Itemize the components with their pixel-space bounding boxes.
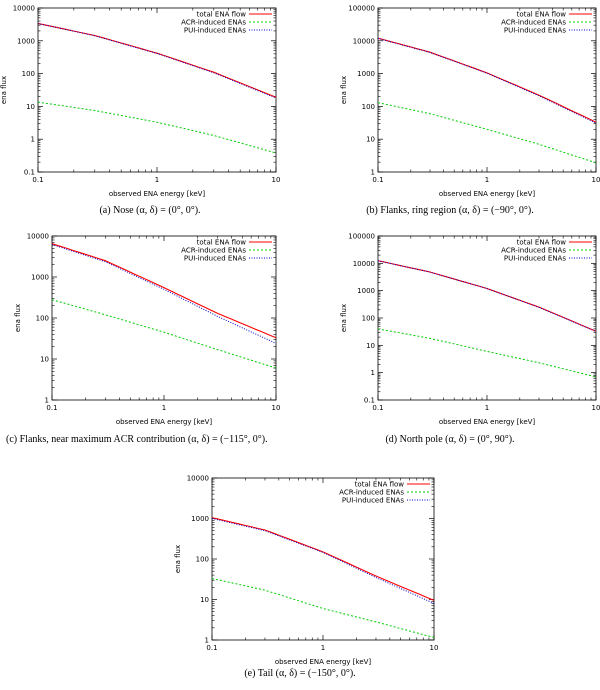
x-tick-label: 10 <box>592 176 600 184</box>
y-tick-label: 10000 <box>27 233 49 241</box>
series-line-total <box>211 517 435 601</box>
x-tick-label: 0.1 <box>32 176 43 184</box>
series-line-acr <box>377 102 597 164</box>
series-line-acr <box>51 299 277 369</box>
y-tick-label: 10 <box>366 342 375 350</box>
x-tick-label: 0.1 <box>206 644 217 652</box>
y-tick-label: 10000 <box>13 5 35 13</box>
chart-d-svg: 0.1 1 10 0.1 1 10 100 1000 10000 100000 observed E… <box>340 233 600 427</box>
series-line-total <box>51 243 277 339</box>
legend-label-pui: PUI-induced ENAs <box>184 27 246 35</box>
caption-a: (a) Nose (α, δ) = (0°, 0°). <box>99 205 201 216</box>
x-tick-label: 10 <box>272 176 281 184</box>
x-tick-label: 1 <box>485 176 489 184</box>
x-axis-label: observed ENA energy [keV] <box>116 418 213 426</box>
caption-e: (e) Tail (α, δ) = (−150°, 0°). <box>244 668 356 679</box>
series-line-pui <box>37 23 277 99</box>
x-tick-label: 0.1 <box>46 404 57 412</box>
y-axis-label: ena flux <box>0 76 8 104</box>
y-axis-label: ena flux <box>174 545 182 573</box>
x-tick-label: 1 <box>321 644 325 652</box>
y-tick-label: 1 <box>205 637 209 645</box>
y-tick-label: 100 <box>362 103 375 111</box>
series-line-pui <box>51 244 277 344</box>
legend-label-acr: ACR-induced ENAs <box>181 19 246 27</box>
chart-panel-c: 0.1 1 10 1 10 100 1000 10000 observed ENA energy… <box>0 228 300 463</box>
legend-label-pui: PUI-induced ENAs <box>342 497 404 505</box>
y-tick-label: 0.1 <box>364 397 375 405</box>
x-tick-label: 1 <box>485 404 489 412</box>
series-line-acr <box>377 328 597 378</box>
x-tick-label: 1 <box>155 176 159 184</box>
y-tick-label: 100000 <box>348 233 375 241</box>
x-tick-label: 0.1 <box>372 404 383 412</box>
chart-panel-b: 0.1 1 10 1 10 100 1000 10000 100000 observed ENA … <box>300 0 600 225</box>
legend-label-total: total ENA flow <box>355 481 405 489</box>
legend-label-acr: ACR-induced ENAs <box>181 247 246 255</box>
legend-label-total: total ENA flow <box>197 239 247 247</box>
x-tick-label: 10 <box>592 404 600 412</box>
y-tick-label: 100 <box>22 70 35 78</box>
y-axis-label: ena flux <box>340 76 348 104</box>
y-tick-label: 10000 <box>353 37 375 45</box>
legend-label-total: total ENA flow <box>517 239 567 247</box>
y-tick-label: 100 <box>36 315 49 323</box>
y-tick-label: 100 <box>196 556 209 564</box>
legend-label-acr: ACR-induced ENAs <box>501 247 566 255</box>
caption-c: (c) Flanks, near maximum ACR contributio… <box>6 434 268 445</box>
legend-label-total: total ENA flow <box>197 11 247 19</box>
y-tick-label: 100 <box>362 315 375 323</box>
legend-label-acr: ACR-induced ENAs <box>501 19 566 27</box>
y-tick-label: 0.1 <box>24 169 35 177</box>
x-tick-label: 0.1 <box>372 176 383 184</box>
y-tick-label: 1000 <box>17 37 35 45</box>
legend-label-total: total ENA flow <box>517 11 567 19</box>
y-axis-label: ena flux <box>340 304 348 332</box>
x-tick-label: 10 <box>272 404 281 412</box>
y-tick-label: 10000 <box>187 475 209 483</box>
series-line-acr <box>37 101 277 154</box>
legend-label-pui: PUI-induced ENAs <box>504 255 566 263</box>
y-tick-label: 1 <box>31 136 35 144</box>
y-tick-label: 1000 <box>31 274 49 282</box>
series-line-acr <box>211 578 435 638</box>
y-tick-label: 10000 <box>353 260 375 268</box>
series-line-pui <box>377 260 597 332</box>
legend-label-pui: PUI-induced ENAs <box>504 27 566 35</box>
caption-d: (d) North pole (α, δ) = (0°, 90°). <box>385 434 515 445</box>
series-line-pui <box>377 37 597 124</box>
chart-a-svg: 0.1 1 10 0.1 1 10 100 1000 10000 observed ENA ene… <box>0 5 281 199</box>
y-tick-label: 1000 <box>357 70 375 78</box>
x-axis-label: observed ENA energy [keV] <box>439 418 536 426</box>
y-tick-label: 100000 <box>348 5 375 13</box>
series-line-pui <box>211 518 435 604</box>
y-tick-label: 1000 <box>357 287 375 295</box>
y-tick-label: 1 <box>371 169 375 177</box>
y-tick-label: 1000 <box>191 515 209 523</box>
y-tick-label: 10 <box>26 103 35 111</box>
y-tick-label: 10 <box>366 136 375 144</box>
x-tick-label: 10 <box>430 644 439 652</box>
x-axis-label: observed ENA energy [keV] <box>275 658 372 666</box>
legend-label-acr: ACR-induced ENAs <box>339 489 404 497</box>
y-tick-label: 1 <box>45 397 49 405</box>
y-axis-label: ena flux <box>14 304 22 332</box>
legend-label-pui: PUI-induced ENAs <box>184 255 246 263</box>
y-tick-label: 10 <box>200 596 209 604</box>
series-line-total <box>377 260 597 332</box>
chart-panel-a: 0.1 1 10 0.1 1 10 100 1000 10000 observed ENA ene… <box>0 0 300 225</box>
y-tick-label: 1 <box>371 369 375 377</box>
y-tick-label: 10 <box>40 356 49 364</box>
chart-panel-e: 0.1 1 10 1 10 100 1000 10000 observed ENA energy… <box>150 462 450 690</box>
x-axis-label: observed ENA energy [keV] <box>109 190 206 198</box>
x-axis-label: observed ENA energy [keV] <box>439 190 536 198</box>
x-tick-label: 1 <box>162 404 166 412</box>
chart-panel-d: 0.1 1 10 0.1 1 10 100 1000 10000 100000 observed E… <box>300 228 600 463</box>
caption-b: (b) Flanks, ring region (α, δ) = (−90°, … <box>366 205 534 216</box>
